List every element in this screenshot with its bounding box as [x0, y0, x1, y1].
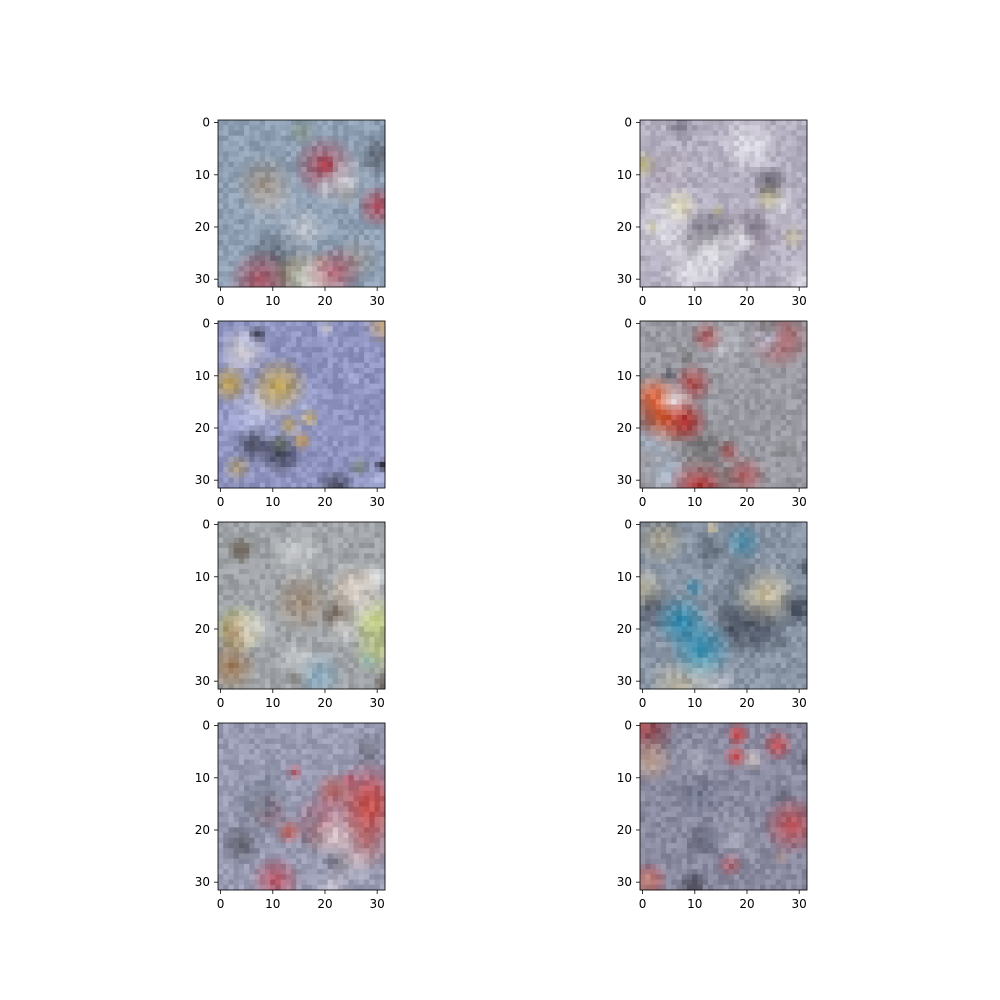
y-tick-label: 20 [195, 823, 210, 837]
x-tick-label: 0 [217, 294, 225, 308]
y-tick-label: 30 [617, 473, 632, 487]
x-tick-label: 0 [217, 897, 225, 911]
image-panel-7: 0 10 20 30 0 10 20 30 [195, 719, 386, 911]
image-panel-4: 0 10 20 30 0 10 20 30 [617, 317, 808, 509]
x-tick-label: 10 [265, 495, 280, 509]
x-tick-label: 30 [370, 495, 385, 509]
axes-frame [639, 722, 808, 891]
image-panel-3: 0 10 20 30 0 10 20 30 [195, 317, 386, 509]
x-tick-label: 0 [639, 897, 647, 911]
image-pixels [218, 321, 386, 489]
image-pixels [640, 321, 808, 489]
y-tick-label: 0 [624, 719, 632, 733]
image-pixels [218, 723, 386, 891]
x-tick-label: 10 [687, 294, 702, 308]
axes-frame [639, 521, 808, 690]
y-tick-label: 0 [624, 518, 632, 532]
image-pixels [640, 522, 808, 690]
y-tick-label: 30 [617, 875, 632, 889]
x-tick-label: 10 [687, 495, 702, 509]
x-tick-label: 10 [265, 897, 280, 911]
axes-frame [217, 320, 386, 489]
y-tick-label: 0 [202, 518, 210, 532]
y-tick-label: 10 [195, 369, 210, 383]
y-tick-label: 20 [617, 220, 632, 234]
x-tick-label: 30 [792, 696, 807, 710]
x-tick-label: 30 [792, 897, 807, 911]
y-tick-label: 20 [617, 421, 632, 435]
y-tick-label: 10 [617, 168, 632, 182]
y-tick-label: 30 [195, 272, 210, 286]
x-tick-label: 20 [317, 495, 332, 509]
x-tick-label: 10 [265, 696, 280, 710]
x-tick-label: 20 [739, 897, 754, 911]
y-tick-label: 20 [617, 622, 632, 636]
image-panel-1: 0 10 20 30 0 10 20 30 [195, 116, 386, 308]
x-tick-label: 20 [317, 696, 332, 710]
image-panel-8: 0 10 20 30 0 10 20 30 [617, 719, 808, 911]
x-tick-label: 0 [639, 495, 647, 509]
x-tick-label: 20 [739, 696, 754, 710]
x-tick-label: 0 [639, 294, 647, 308]
x-tick-label: 30 [792, 495, 807, 509]
y-tick-label: 10 [617, 369, 632, 383]
x-tick-label: 30 [370, 897, 385, 911]
y-tick-label: 20 [195, 421, 210, 435]
y-tick-label: 10 [195, 771, 210, 785]
y-tick-label: 30 [195, 473, 210, 487]
y-tick-label: 0 [202, 719, 210, 733]
image-pixels [218, 120, 386, 288]
x-tick-label: 10 [687, 897, 702, 911]
x-tick-label: 10 [265, 294, 280, 308]
image-pixels [640, 723, 808, 891]
image-panel-5: 0 10 20 30 0 10 20 30 [195, 518, 386, 710]
axes-frame [217, 119, 386, 288]
y-tick-label: 10 [617, 570, 632, 584]
image-panel-2: 0 10 20 30 0 10 20 30 [617, 116, 808, 308]
image-pixels [640, 120, 808, 288]
x-tick-label: 20 [739, 495, 754, 509]
y-tick-label: 0 [202, 116, 210, 130]
y-tick-label: 0 [624, 317, 632, 331]
x-tick-label: 30 [370, 294, 385, 308]
y-tick-label: 20 [195, 220, 210, 234]
x-tick-label: 0 [217, 696, 225, 710]
axes-frame [217, 722, 386, 891]
image-pixels [218, 522, 386, 690]
y-tick-label: 20 [195, 622, 210, 636]
x-tick-label: 20 [317, 294, 332, 308]
x-tick-label: 30 [370, 696, 385, 710]
y-tick-label: 0 [202, 317, 210, 331]
x-tick-label: 20 [317, 897, 332, 911]
y-tick-label: 0 [624, 116, 632, 130]
y-tick-label: 30 [195, 875, 210, 889]
y-tick-label: 10 [617, 771, 632, 785]
y-tick-label: 30 [617, 272, 632, 286]
axes-frame [217, 521, 386, 690]
y-tick-label: 30 [617, 674, 632, 688]
x-tick-label: 20 [739, 294, 754, 308]
axes-frame [639, 320, 808, 489]
x-tick-label: 10 [687, 696, 702, 710]
y-tick-label: 30 [195, 674, 210, 688]
x-tick-label: 0 [217, 495, 225, 509]
image-panel-6: 0 10 20 30 0 10 20 30 [617, 518, 808, 710]
image-grid: 0 10 20 30 0 10 20 30 0 10 20 30 0 10 20 30 0 10 20 30 0 10 20… [195, 116, 808, 911]
axes-frame [639, 119, 808, 288]
x-tick-label: 30 [792, 294, 807, 308]
y-tick-label: 20 [617, 823, 632, 837]
y-tick-label: 10 [195, 570, 210, 584]
x-tick-label: 0 [639, 696, 647, 710]
y-tick-label: 10 [195, 168, 210, 182]
